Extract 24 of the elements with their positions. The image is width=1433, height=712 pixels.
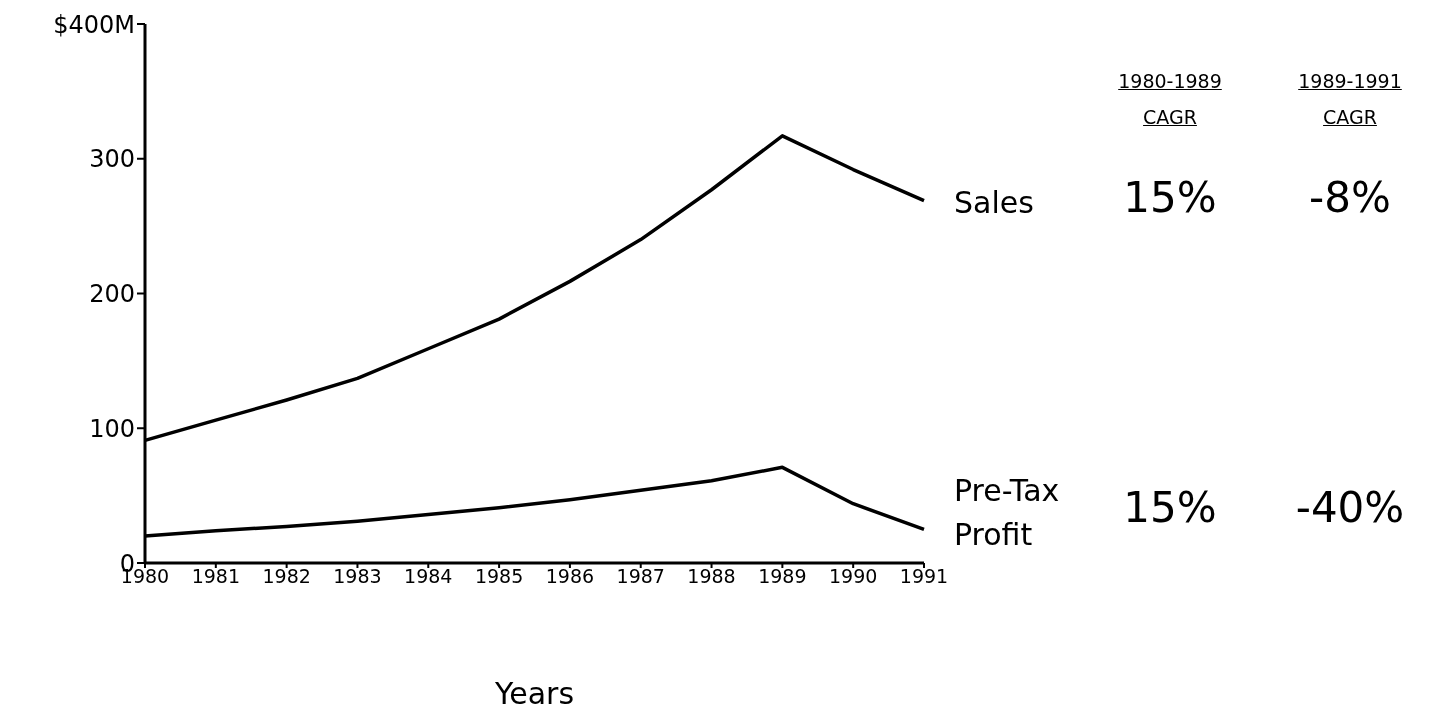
x-tick-label: 1984 bbox=[404, 565, 453, 588]
series-label: Sales bbox=[954, 183, 1034, 222]
x-tick-label: 1985 bbox=[474, 565, 524, 588]
text: 1989-1991 CAGR bbox=[1297, 69, 1403, 130]
text: 15% bbox=[1122, 483, 1218, 534]
y-tick-label: $400M bbox=[53, 10, 135, 39]
x-tick-label: 1990 bbox=[829, 565, 878, 588]
y-tick-label: 200 bbox=[89, 280, 135, 309]
x-tick-label: 1986 bbox=[545, 565, 595, 588]
text: 15% bbox=[1122, 172, 1218, 223]
x-tick-label: 1989 bbox=[758, 565, 807, 588]
text: 1980-1989 CAGR bbox=[1117, 69, 1223, 130]
x-tick-label: 1983 bbox=[333, 565, 382, 588]
text: -40% bbox=[1294, 483, 1406, 534]
x-axis-title: Years bbox=[493, 676, 575, 711]
y-tick-label: 300 bbox=[89, 145, 135, 174]
x-tick-label: 1988 bbox=[687, 565, 736, 588]
x-tick-label: 1982 bbox=[262, 565, 311, 588]
y-tick-label: 100 bbox=[89, 414, 135, 443]
x-tick-label: 1987 bbox=[616, 565, 665, 588]
series-label: Pre-Tax Profit bbox=[954, 472, 1060, 555]
x-tick-label: 1981 bbox=[191, 565, 240, 588]
text: -8% bbox=[1308, 172, 1392, 223]
x-tick-label: 1991 bbox=[899, 565, 949, 588]
